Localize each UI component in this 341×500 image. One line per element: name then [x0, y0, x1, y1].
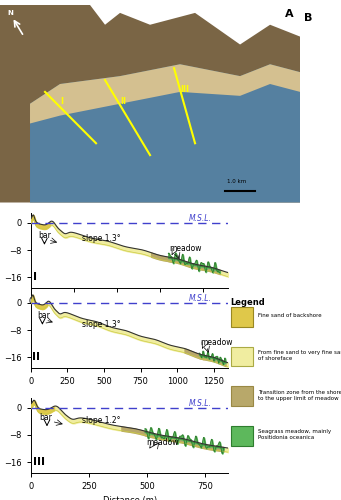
Text: meadow: meadow [200, 338, 233, 346]
Text: III: III [33, 457, 45, 467]
Text: Fine sand of backshore: Fine sand of backshore [258, 314, 321, 318]
Text: bar: bar [37, 311, 50, 320]
FancyBboxPatch shape [231, 346, 253, 366]
Text: II: II [32, 352, 41, 362]
Text: B: B [304, 13, 313, 23]
Text: A: A [285, 9, 294, 19]
Text: I: I [33, 272, 37, 282]
Polygon shape [0, 5, 300, 202]
Text: Transition zone from the shoreface
to the upper limit of meadow: Transition zone from the shoreface to th… [258, 390, 341, 400]
Text: M.S.L.: M.S.L. [189, 294, 212, 303]
Text: meadow: meadow [146, 438, 178, 446]
FancyBboxPatch shape [231, 307, 253, 326]
X-axis label: Distance (m): Distance (m) [103, 496, 157, 500]
Text: slope 1.3°: slope 1.3° [82, 234, 121, 244]
Text: slope 1.2°: slope 1.2° [82, 416, 120, 425]
Text: N: N [8, 10, 13, 16]
Text: meadow: meadow [169, 244, 202, 253]
Text: III: III [180, 85, 189, 94]
Text: M.S.L.: M.S.L. [189, 399, 212, 408]
Text: bar: bar [39, 412, 52, 422]
Text: bar: bar [39, 231, 51, 240]
Text: From fine sand to very fine sand
of shoreface: From fine sand to very fine sand of shor… [258, 350, 341, 361]
Polygon shape [30, 64, 300, 124]
Text: II: II [120, 97, 126, 106]
Text: slope 1.3°: slope 1.3° [82, 320, 121, 328]
FancyBboxPatch shape [231, 386, 253, 406]
Text: Seagrass meadow, mainly
Positidonia oceanica: Seagrass meadow, mainly Positidonia ocea… [258, 429, 331, 440]
FancyBboxPatch shape [231, 426, 253, 446]
Text: I: I [60, 97, 63, 106]
Text: M.S.L.: M.S.L. [189, 214, 212, 223]
Text: 1.0 km: 1.0 km [227, 179, 247, 184]
Polygon shape [30, 64, 300, 202]
Text: Legend: Legend [231, 298, 266, 307]
